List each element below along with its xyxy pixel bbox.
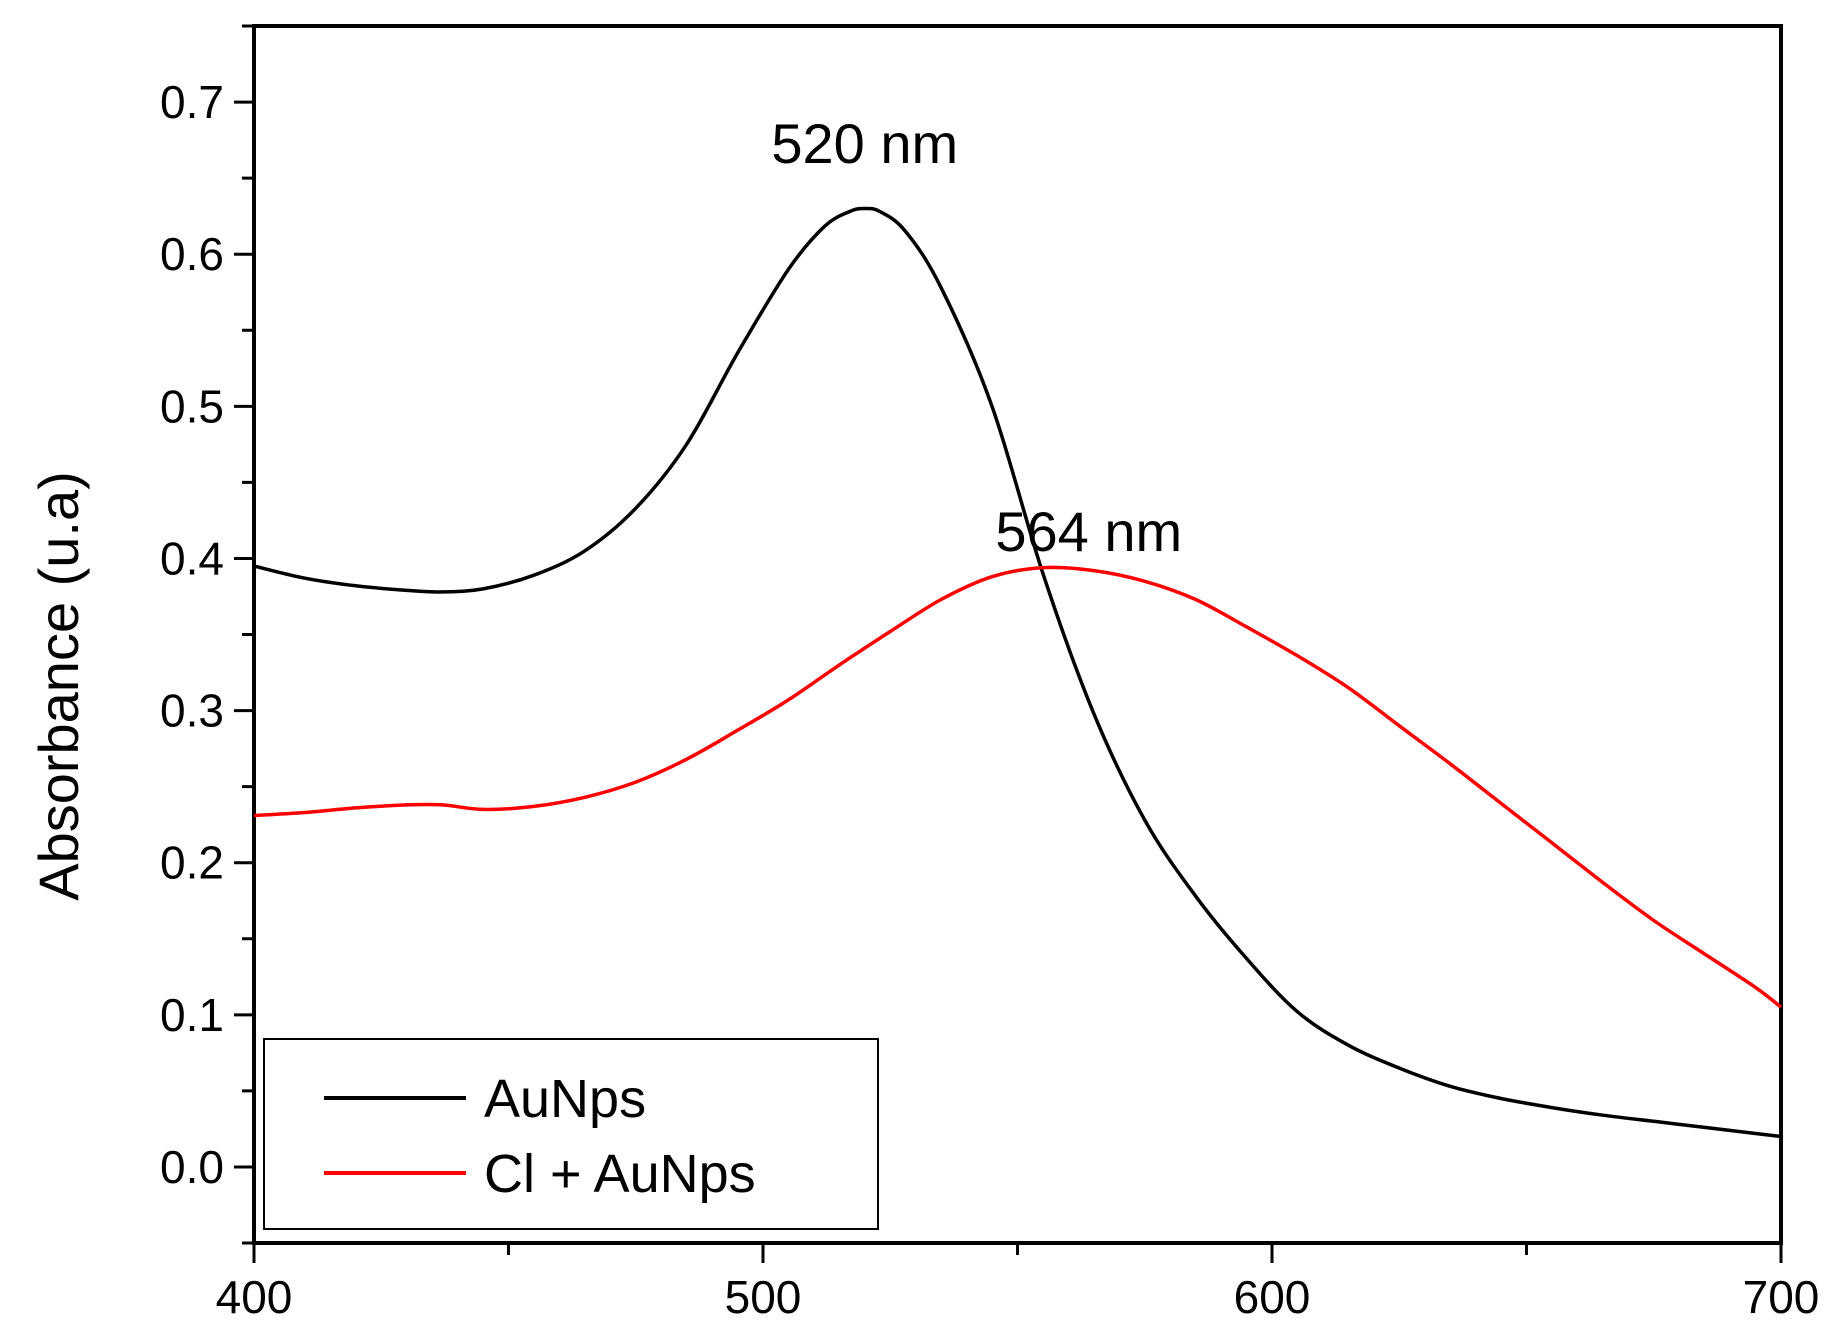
y-tick-label: 0.7 [160, 76, 224, 128]
x-tick-label: 500 [725, 1271, 802, 1323]
y-tick-label: 0.6 [160, 228, 224, 280]
y-tick-label: 0.2 [160, 837, 224, 889]
y-tick-label: 0.4 [160, 532, 224, 584]
peak-annotation-1: 564 nm [995, 500, 1182, 563]
annotations: 520 nm 564 nm [771, 112, 1182, 563]
y-tick-label: 0.5 [160, 380, 224, 432]
x-tick-label: 400 [216, 1271, 293, 1323]
series-line-1 [253, 565, 1783, 1009]
y-tick-label: 0.0 [160, 1141, 224, 1193]
y-tick-label: 0.3 [160, 685, 224, 737]
x-tick-label: 600 [1234, 1271, 1311, 1323]
y-tick-label: 0.1 [160, 989, 224, 1041]
legend-label-cl-aunps: Cl + AuNps [484, 1144, 756, 1204]
peak-annotation-0: 520 nm [771, 112, 958, 175]
x-axis-ticks: 400 500 600 700 [216, 1243, 1820, 1323]
legend: AuNps Cl + AuNps [263, 1038, 879, 1230]
legend-label-aunps: AuNps [484, 1069, 646, 1129]
series-line-0 [253, 206, 1782, 1139]
legend-box [263, 1038, 879, 1230]
x-tick-label: 700 [1743, 1271, 1820, 1323]
y-axis-title: Absorbance (u.a) [27, 471, 90, 901]
series-layer [253, 206, 1783, 1139]
y-axis-ticks: 0.0 0.1 0.2 0.3 0.4 0.5 0.6 0.7 [160, 24, 254, 1245]
